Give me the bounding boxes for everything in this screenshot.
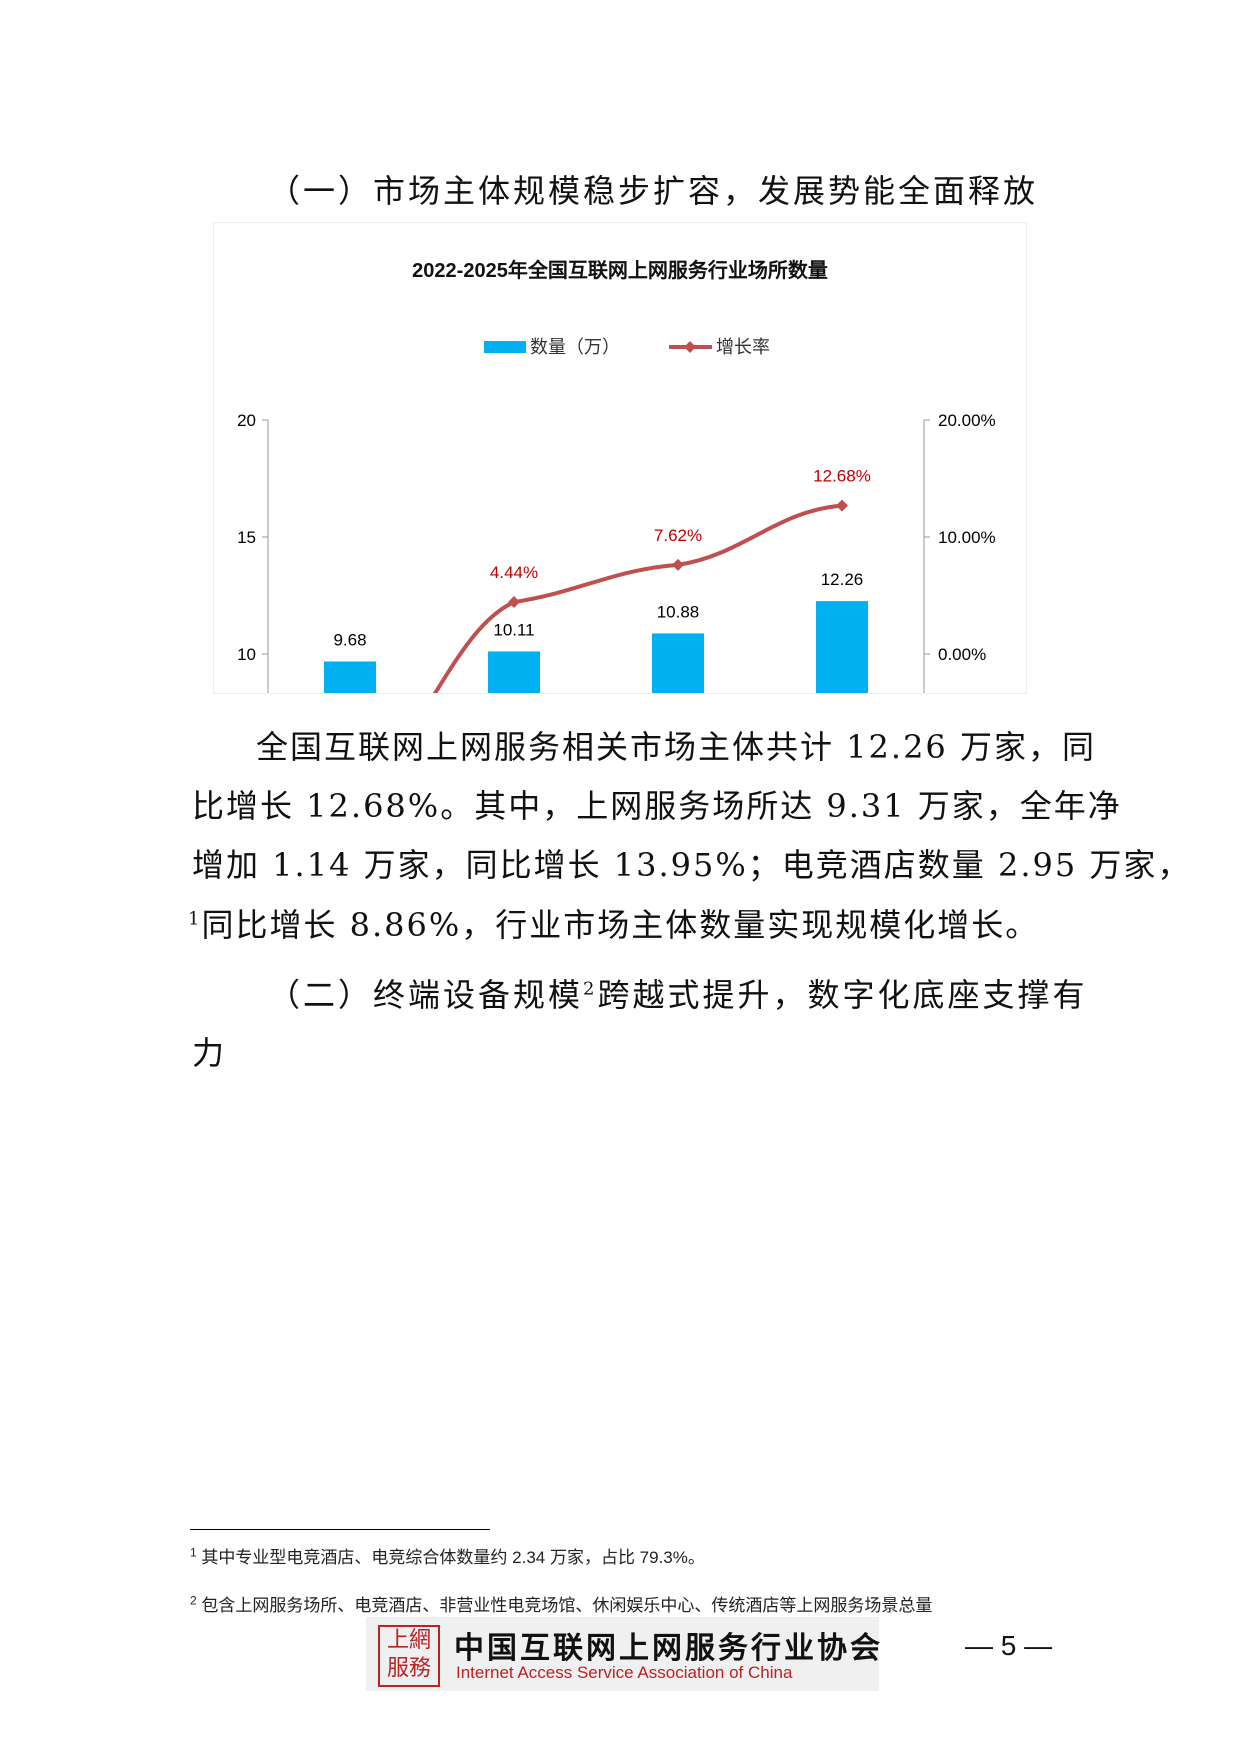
paragraph-line: 增加 1.14 万家，同比增长 13.95%；电竞酒店数量 2.95 万家， [192, 846, 1192, 884]
left-tick-label: 20 [237, 411, 256, 430]
logo-cn-name: 中国互联网上网服务行业协会 [454, 1631, 883, 1666]
bar-value-label: 12.26 [821, 570, 864, 589]
paragraph-line: 比增长 12.68%。其中，上网服务场所达 9.31 万家，全年净 [192, 787, 1122, 825]
section-heading-2-cont: 力 [192, 1034, 228, 1072]
section-heading-1: （一）市场主体规模稳步扩容，发展势能全面释放 [268, 172, 1039, 210]
footnote-ref[interactable]: 2 [583, 978, 598, 1000]
seal-icon: 上網服務 [378, 1625, 440, 1687]
bar [816, 601, 868, 888]
paragraph-text: 同比增长 8.86%，行业市场主体数量实现规模化增长。 [201, 906, 1040, 944]
legend-bar-swatch [484, 341, 526, 353]
growth-value-label: 7.62% [654, 526, 702, 545]
right-tick-label: 10.00% [938, 528, 996, 547]
legend-label: 数量（万） [530, 337, 620, 357]
bar [324, 661, 376, 888]
bar-line-chart: 2022-2025年全国互联网上网服务行业场所数量数量（万）增长率0510152… [237, 258, 1001, 940]
bar-value-label: 10.11 [493, 620, 534, 639]
growth-line [349, 503, 843, 789]
footnote-ref[interactable]: 1 [188, 908, 202, 930]
association-logo: 上網服務 中国互联网上网服务行业协会 Internet Access Servi… [366, 1617, 880, 1691]
heading-text: （二）终端设备规模 [268, 976, 584, 1014]
bar-value-label: 10.88 [657, 602, 700, 621]
growth-marker [508, 596, 520, 609]
footnote-mark: 1 [190, 1545, 197, 1560]
growth-value-label: 4.44% [490, 563, 538, 582]
bar-value-label: 9.68 [333, 630, 366, 649]
page-number: — 5 — [965, 1630, 1053, 1661]
bar [652, 633, 704, 888]
footnote-1: 1 其中专业型电竞酒店、电竞综合体数量约 2.34 万家，占比 79.3%。 [190, 1543, 705, 1568]
heading-text: 跨越式提升，数字化底座支撑有 [597, 976, 1088, 1014]
footnote-divider [190, 1529, 490, 1530]
footnote-text: 包含上网服务场所、电竞酒店、非营业性电竞场馆、休闲娱乐中心、传统酒店等上网服务场… [201, 1596, 933, 1615]
footnote-mark: 2 [190, 1593, 197, 1608]
growth-marker [672, 558, 684, 571]
growth-value-label: 12.68% [813, 467, 871, 486]
logo-en-name: Internet Access Service Association of C… [456, 1663, 793, 1682]
right-tick-label: 0.00% [938, 645, 986, 664]
footnote-text: 其中专业型电竞酒店、电竞综合体数量约 2.34 万家，占比 79.3%。 [201, 1548, 705, 1567]
left-tick-label: 15 [237, 528, 256, 547]
paragraph-line: 全国互联网上网服务相关市场主体共计 12.26 万家，同 [256, 728, 1096, 766]
right-tick-label: 20.00% [938, 411, 996, 430]
chart-title: 2022-2025年全国互联网上网服务行业场所数量 [412, 258, 828, 282]
left-tick-label: 10 [237, 645, 256, 664]
chart-container: 2022-2025年全国互联网上网服务行业场所数量数量（万）增长率0510152… [213, 222, 1027, 940]
paragraph-line: 1同比增长 8.86%，行业市场主体数量实现规模化增长。 [188, 900, 1039, 946]
bar [488, 651, 540, 888]
legend-marker [684, 341, 696, 353]
growth-marker [836, 499, 848, 512]
section-heading-2: （二）终端设备规模2跨越式提升，数字化底座支撑有 [268, 970, 1087, 1016]
legend-label: 增长率 [716, 337, 770, 357]
footnote-2: 2 包含上网服务场所、电竞酒店、非营业性电竞场馆、休闲娱乐中心、传统酒店等上网服… [190, 1591, 932, 1616]
